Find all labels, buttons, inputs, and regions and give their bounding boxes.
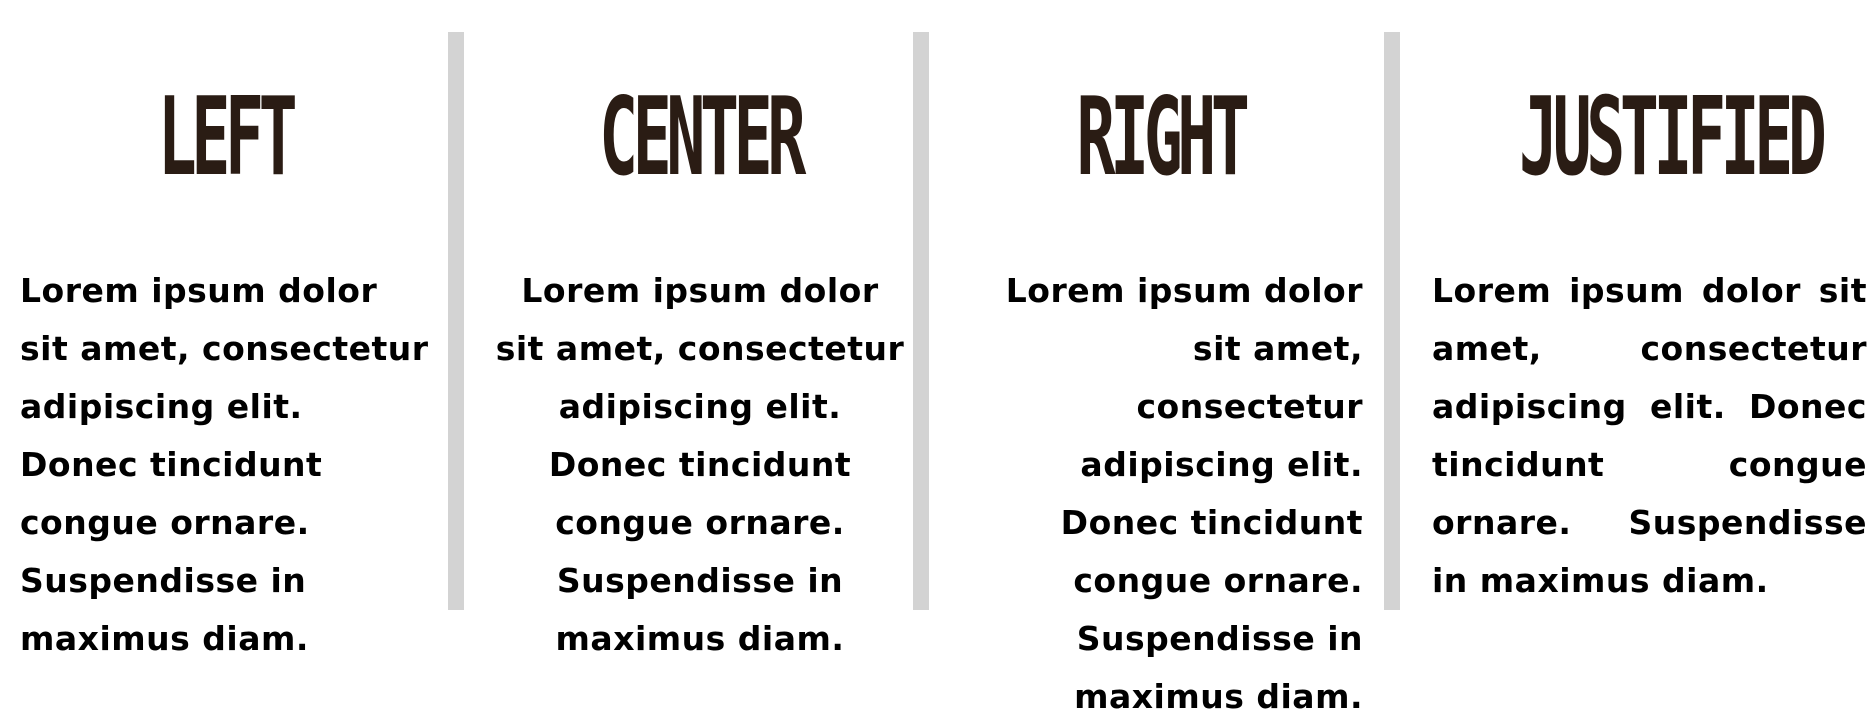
column-center-text: Lorem ipsum dolor sit amet, consectetur … <box>495 271 905 658</box>
column-justified: JUSTIFIED Lorem ipsum dolor sit amet, co… <box>1432 0 1867 625</box>
column-center: CENTER Lorem ipsum dolor sit amet, conse… <box>495 0 905 659</box>
column-divider <box>913 32 929 610</box>
column-center-title: CENTER <box>599 75 806 200</box>
column-left-text: Lorem ipsum dolor sit amet, consectetur … <box>20 271 429 658</box>
column-justified-text: Lorem ipsum dolor sit amet, consectetur … <box>1432 271 1867 600</box>
column-right-title: RIGHT <box>1076 75 1249 200</box>
column-divider <box>448 32 464 610</box>
column-left: LEFT Lorem ipsum dolor sit amet, consect… <box>20 0 430 659</box>
column-right: RIGHT Lorem ipsum dolor sit amet, consec… <box>958 0 1363 717</box>
column-divider <box>1384 32 1400 610</box>
column-right-text: Lorem ipsum dolor sit amet, consectetur … <box>1005 271 1363 716</box>
column-justified-title: JUSTIFIED <box>1519 75 1827 200</box>
column-left-title: LEFT <box>157 75 298 200</box>
